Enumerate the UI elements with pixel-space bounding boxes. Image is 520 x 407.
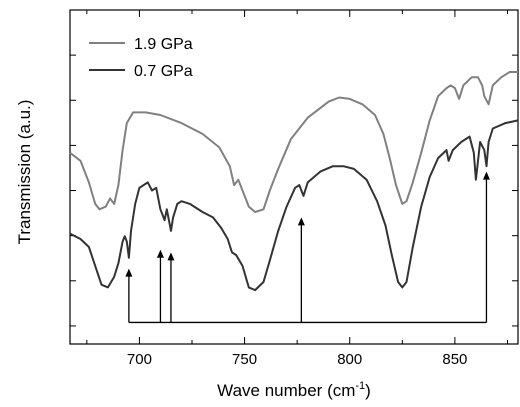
series-line-1	[69, 71, 518, 213]
legend: 1.9 GPa 0.7 GPa	[89, 36, 193, 80]
y-axis-label: Transmission (a.u.)	[15, 100, 34, 245]
x-axis-label-main: Wave number (cm	[217, 381, 355, 400]
plot-frame	[69, 9, 519, 345]
arrow-head	[297, 217, 305, 226]
x-axis-label: Wave number (cm-1)	[217, 380, 371, 400]
series-layer	[69, 71, 519, 292]
arrow-head	[482, 171, 490, 180]
legend-label-1: 1.9 GPa	[134, 36, 193, 53]
x-axis-ticks: 700 750 800 850	[86, 10, 508, 368]
arrow-head	[125, 268, 133, 277]
x-axis-label-superscript: -1	[355, 380, 365, 392]
x-axis-label-end: )	[365, 381, 371, 400]
x-tick-label: 750	[232, 351, 257, 368]
series-line-2	[69, 119, 519, 292]
peak-arrows	[125, 171, 490, 324]
arrow-head	[167, 252, 175, 261]
x-tick-label: 700	[127, 351, 152, 368]
x-tick-label: 800	[337, 351, 362, 368]
arrow-head	[156, 249, 164, 258]
x-tick-label: 850	[442, 351, 467, 368]
legend-label-2: 0.7 GPa	[134, 63, 193, 80]
